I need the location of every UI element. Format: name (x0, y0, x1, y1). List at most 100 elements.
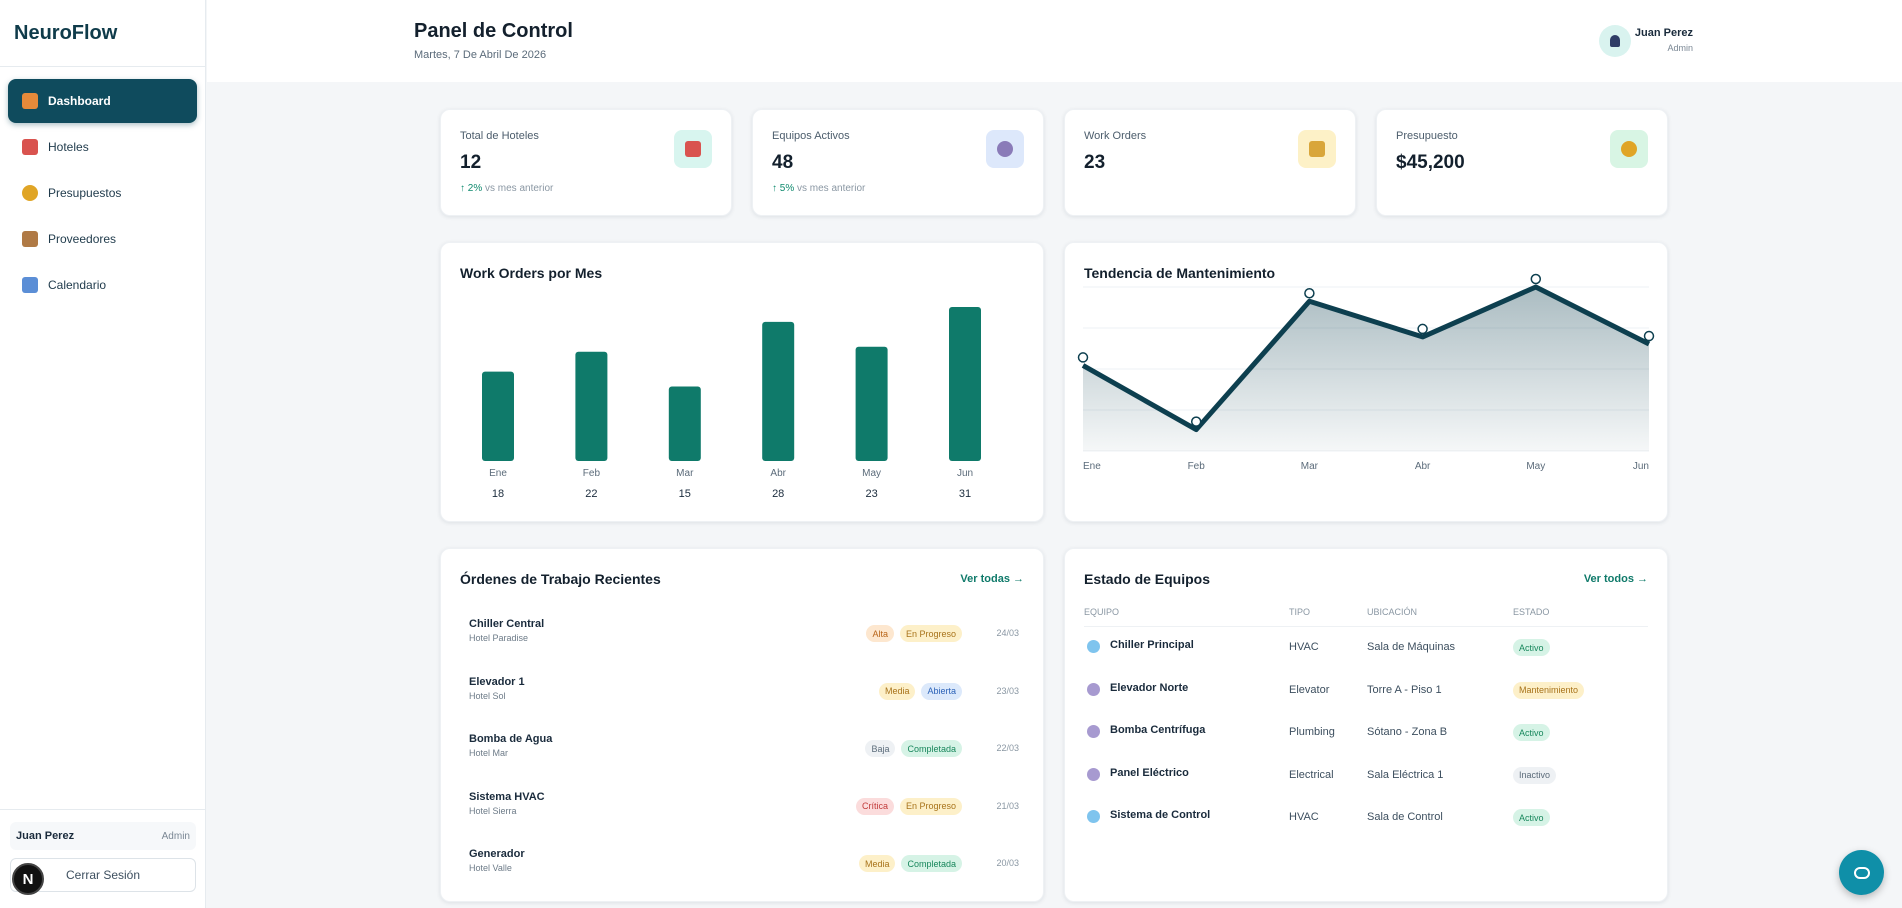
orders-title: Órdenes de Trabajo Recientes (460, 571, 661, 587)
equipment-location: Sótano - Zona B (1367, 726, 1448, 738)
table-row[interactable]: Bomba Centrífuga Plumbing Sótano - Zona B A… (1084, 712, 1648, 754)
page-title: Panel de Control (414, 20, 573, 42)
money-bag-icon (1610, 130, 1648, 168)
bar[interactable] (668, 386, 701, 461)
sidebar: NeuroFlow Dashboard Hoteles Presupuestos… (0, 0, 206, 908)
order-title: Sistema HVAC (469, 790, 545, 803)
table-row[interactable]: Panel Eléctrico Electrical Sala Eléctrica … (1084, 755, 1648, 797)
column-header: ESTADO (1513, 607, 1550, 617)
chat-button[interactable] (1839, 850, 1884, 895)
bar-category-label: Jun (957, 468, 973, 479)
data-point[interactable] (1530, 273, 1542, 285)
table-row[interactable]: Sistema de Control HVAC Sala de Control Act… (1084, 797, 1648, 839)
order-hotel: Hotel Mar (469, 748, 509, 758)
sidebar-item-presupuestos[interactable]: Presupuestos (8, 171, 197, 215)
calendar-icon (22, 277, 38, 293)
order-hotel: Hotel Valle (469, 863, 512, 873)
status-badge: Completada (901, 855, 962, 872)
table-row[interactable]: Chiller Principal HVAC Sala de Máquinas Act… (1084, 627, 1648, 669)
order-title: Generador (469, 848, 525, 860)
gear-icon (986, 130, 1024, 168)
see-all-equipment-link[interactable]: Ver todos → (1583, 573, 1648, 585)
bar[interactable] (762, 321, 795, 461)
status-badge: Inactivo (1513, 766, 1557, 784)
equipment-table-header: EQUIPO TIPO UBICACIÓN ESTADO (1084, 603, 1648, 627)
order-date: 20/03 (996, 858, 1019, 868)
bar-category-label: Abr (770, 468, 786, 479)
order-title: Bomba de Agua (469, 733, 553, 745)
stat-card-hotels: Total de Hoteles 12 ↑ 2% vs mes anterior (440, 109, 732, 216)
sidebar-item-proveedores[interactable]: Proveedores (8, 217, 197, 261)
sidebar-item-label: Proveedores (48, 232, 117, 246)
order-tags: Media Completada (858, 855, 962, 872)
stat-value: 23 (1084, 152, 1106, 173)
see-all-orders-link[interactable]: Ver todas → (960, 573, 1024, 585)
sidebar-user-role: Admin (161, 830, 190, 842)
column-header: UBICACIÓN (1367, 607, 1418, 617)
priority-badge: Crítica (855, 797, 894, 815)
stat-label: Presupuesto (1396, 130, 1458, 142)
stat-trend: ↑ 5% vs mes anterior (772, 183, 866, 194)
equipment-location: Sala Eléctrica 1 (1367, 768, 1444, 781)
equipment-name: Sistema de Control (1110, 809, 1211, 821)
next-dev-badge[interactable]: N (12, 863, 44, 895)
x-tick-label: Jun (1633, 461, 1649, 472)
status-badge: Abierta (921, 682, 962, 700)
bar[interactable] (949, 307, 981, 461)
sidebar-item-label: Presupuestos (48, 186, 122, 200)
trend-line (1081, 284, 1651, 433)
order-tags: Media Abierta (878, 682, 962, 700)
order-row[interactable]: Generador Hotel Valle Media Completada 20/03 (469, 848, 1019, 888)
status-badge: Activo (1513, 639, 1550, 656)
maintenance-trend-card: Tendencia de Mantenimiento Ene Feb Mar Abr M… (1064, 242, 1668, 522)
snowflake-icon (1087, 640, 1100, 653)
money-bag-icon (22, 185, 38, 201)
stat-label: Equipos Activos (772, 130, 850, 142)
priority-badge: Baja (865, 740, 896, 757)
brand-logo[interactable]: NeuroFlow (0, 0, 205, 67)
status-badge: Mantenimiento (1513, 681, 1585, 699)
status-badge: Completada (901, 740, 962, 757)
data-point[interactable] (1304, 288, 1315, 299)
stat-value: 12 (460, 152, 482, 173)
avatar[interactable] (1599, 25, 1631, 57)
sidebar-item-dashboard[interactable]: Dashboard (8, 79, 197, 123)
data-point[interactable] (1643, 330, 1655, 342)
bar-value-label: 15 (679, 488, 691, 500)
order-row[interactable]: Chiller Central Hotel Paradise Alta En Prog… (469, 618, 1019, 658)
order-title: Elevador 1 (469, 675, 525, 688)
bar[interactable] (482, 371, 514, 461)
x-tick-label: Ene (1083, 461, 1101, 472)
sidebar-item-calendario[interactable]: Calendario (8, 263, 197, 307)
equipment-type: HVAC (1289, 641, 1319, 653)
bar[interactable] (855, 346, 888, 461)
bar[interactable] (575, 351, 608, 461)
sidebar-item-label: Hoteles (48, 140, 89, 154)
order-row[interactable]: Bomba de Agua Hotel Mar Baja Completada 22/0… (469, 733, 1019, 773)
sidebar-item-hoteles[interactable]: Hoteles (8, 125, 197, 169)
clipboard-icon (1298, 130, 1336, 168)
equipment-status-card: Estado de Equipos Ver todos → EQUIPO TIP… (1064, 548, 1668, 902)
order-date: 23/03 (996, 685, 1019, 696)
bar-value-label: 28 (772, 488, 784, 500)
data-point[interactable] (1190, 416, 1202, 427)
order-row[interactable]: Sistema HVAC Hotel Sierra Crítica En Progre… (469, 791, 1019, 831)
order-row[interactable]: Elevador 1 Hotel Sol Media Abierta 23/03 (469, 676, 1019, 716)
bar-category-label: Mar (676, 468, 694, 479)
priority-badge: Alta (866, 625, 894, 642)
sidebar-nav: Dashboard Hoteles Presupuestos Proveedor… (0, 67, 205, 321)
status-badge: En Progreso (899, 625, 962, 642)
order-hotel: Hotel Sierra (469, 805, 517, 816)
data-point[interactable] (1417, 323, 1428, 335)
gear-icon (1087, 725, 1100, 738)
house-icon (22, 93, 38, 109)
data-point[interactable] (1077, 352, 1089, 363)
equipment-type: Electrical (1289, 768, 1334, 781)
priority-badge: Media (878, 682, 916, 700)
stat-trend: ↑ 2% vs mes anterior (460, 183, 554, 194)
order-hotel: Hotel Paradise (469, 633, 529, 643)
order-tags: Crítica En Progreso (855, 797, 962, 815)
sidebar-item-label: Calendario (48, 278, 107, 292)
x-tick-label: Mar (1301, 461, 1319, 472)
table-row[interactable]: Elevador Norte Elevator Torre A - Piso 1 Ma… (1084, 670, 1648, 712)
